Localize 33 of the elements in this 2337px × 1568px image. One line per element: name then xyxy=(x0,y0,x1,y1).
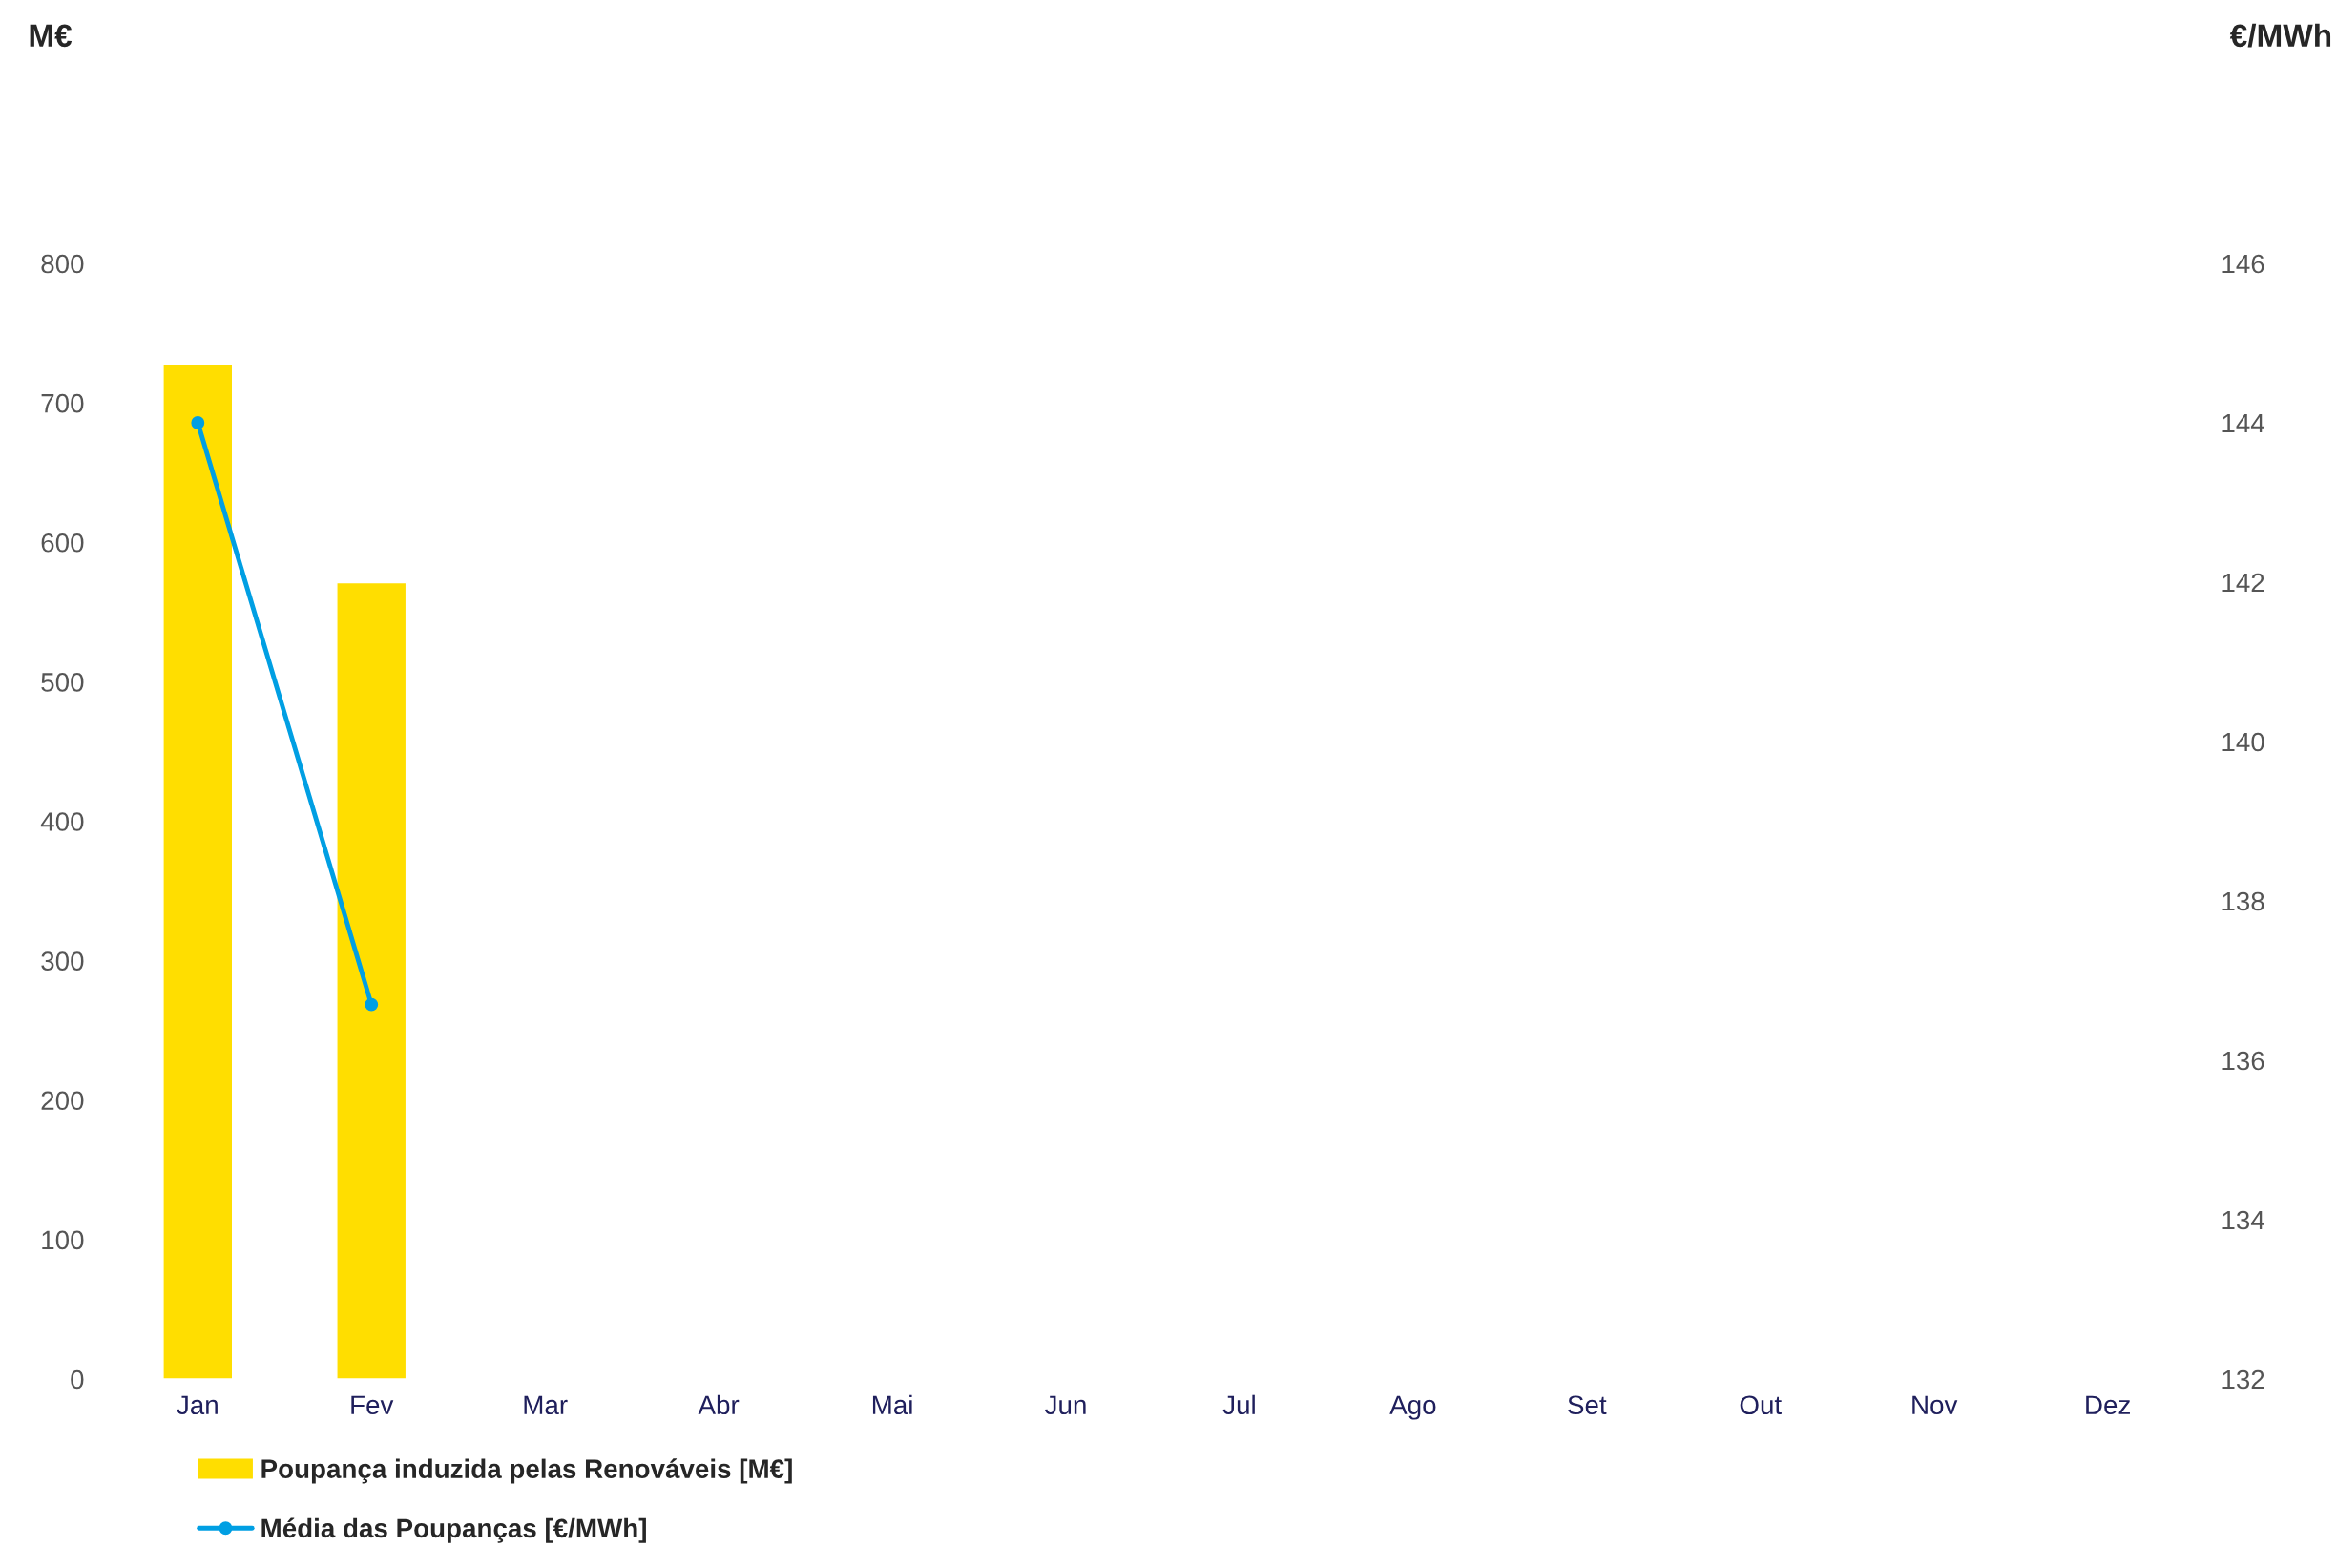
text: €/MWh xyxy=(2229,23,2331,48)
y-tick-label: 500 xyxy=(41,673,84,692)
x-tick-label: Nov xyxy=(1912,1395,1958,1415)
y-tick-label: 300 xyxy=(41,951,84,971)
x-tick-label: Mai xyxy=(872,1394,912,1415)
x-tick-label: Fev xyxy=(351,1395,394,1415)
y2-tick-label: 138 xyxy=(2222,891,2264,911)
y-tick-label: 0 xyxy=(71,1369,84,1390)
y2-tick-label: 136 xyxy=(2222,1051,2264,1071)
text: M€ xyxy=(30,24,73,48)
y2-tick-label: 132 xyxy=(2222,1369,2264,1390)
x-tick-label: Set xyxy=(1568,1395,1607,1415)
x-tick-label: Jul xyxy=(1222,1394,1255,1415)
x-tick-label: Jun xyxy=(1045,1395,1086,1415)
y-tick-label: 100 xyxy=(42,1230,84,1250)
y2-tick-label: 144 xyxy=(2222,413,2264,433)
legend-label: Média das Poupanças [€/MWh] xyxy=(261,1517,646,1543)
legend-label: Poupança induzida pelas Renováveis [M€] xyxy=(261,1458,792,1484)
x-tick-label: Out xyxy=(1740,1395,1782,1415)
y2-tick-label: 146 xyxy=(2222,254,2264,274)
x-tick-label: Ago xyxy=(1389,1395,1436,1420)
x-tick-label: Mar xyxy=(524,1395,568,1415)
y2-tick-label: 142 xyxy=(2222,573,2264,593)
y-tick-label: 200 xyxy=(41,1091,84,1111)
y-tick-label: 700 xyxy=(41,393,84,413)
x-tick-label: Jan xyxy=(177,1395,218,1415)
y-tick-label: 800 xyxy=(41,254,84,274)
y-tick-label: 600 xyxy=(41,533,84,553)
y2-tick-label: 134 xyxy=(2222,1210,2264,1230)
x-tick-label: Dez xyxy=(2086,1395,2130,1415)
x-tick-label: Abr xyxy=(698,1394,740,1415)
y-tick-label: 400 xyxy=(40,812,84,831)
y2-tick-label: 140 xyxy=(2222,732,2264,752)
